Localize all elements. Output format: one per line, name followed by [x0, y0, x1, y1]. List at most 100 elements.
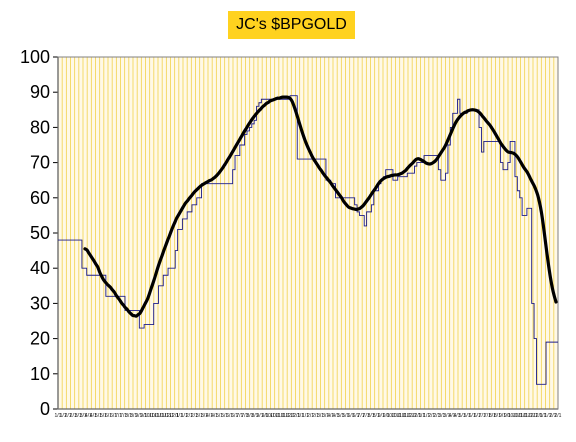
x-tick-label: 11/1 — [397, 413, 407, 419]
x-tick-label: 12/1 — [169, 413, 179, 419]
x-tick-label: 10/1 — [392, 413, 402, 419]
x-tick-label: 5/1 — [342, 413, 349, 419]
y-tick-label: 70 — [30, 153, 50, 173]
x-tick-label: 4/1 — [332, 413, 339, 419]
x-tick-label: 7/1 — [236, 413, 243, 419]
x-tick-label: 10/1 — [270, 413, 280, 419]
x-tick-label: 4/1 — [206, 413, 213, 419]
y-tick-label: 60 — [30, 188, 50, 208]
x-tick-label: 7/1 — [484, 413, 491, 419]
x-tick-label: 1/1 — [544, 413, 551, 419]
x-tick-label: 9/1 — [499, 413, 506, 419]
x-tick-label: 1/1 — [55, 413, 62, 419]
x-tick-label: 10/1 — [265, 413, 275, 419]
x-tick-label: 6/1 — [226, 413, 233, 419]
x-tick-label: 1/1 — [181, 413, 188, 419]
x-tick-label: 10/1 — [513, 413, 523, 419]
x-tick-label: 7/1 — [479, 413, 486, 419]
x-tick-label: 6/1 — [469, 413, 476, 419]
x-tick-label: 2/1 — [186, 413, 193, 419]
x-tick-label: 3/1 — [196, 413, 203, 419]
x-tick-label: 10/1 — [144, 413, 154, 419]
x-tick-label: 6/1 — [105, 413, 112, 419]
x-tick-label: 7/1 — [358, 413, 365, 419]
x-tick-label: 12/1 — [164, 413, 174, 419]
x-tick-label: 8/1 — [494, 413, 501, 419]
x-tick-label: 6/1 — [353, 413, 360, 419]
x-tick-label: 11/1 — [518, 413, 528, 419]
x-tick-label: 6/1 — [110, 413, 117, 419]
x-tick-label: 3/1 — [80, 413, 87, 419]
plot-border — [57, 56, 559, 410]
x-tick-label: 5/1 — [464, 413, 471, 419]
x-tick-label: 12/1 — [528, 413, 538, 419]
x-tick-label: 2/1 — [433, 413, 440, 419]
x-tick-label: 11/1 — [276, 413, 286, 419]
x-tick-label: 8/1 — [368, 413, 375, 419]
x-tick-label: 1/1 — [418, 413, 425, 419]
x-tick-label: 5/1 — [100, 413, 107, 419]
series-line — [58, 95, 558, 385]
x-tick-label: 12/1 — [285, 413, 295, 419]
x-tick-label: 3/1 — [443, 413, 450, 419]
x-tick-label: 4/1 — [211, 413, 218, 419]
x-tick-label: 6/1 — [474, 413, 481, 419]
x-tick-label: 1/1 — [302, 413, 309, 419]
x-tick-label: 11/1 — [281, 413, 291, 419]
x-tick-label: 12/1 — [407, 413, 417, 419]
x-tick-label: 11/1 — [402, 413, 412, 419]
x-tick-label: 9/1 — [257, 413, 264, 419]
y-tick-label: 30 — [30, 293, 50, 313]
series-line — [83, 95, 558, 318]
x-tick-label: 9/1 — [135, 413, 142, 419]
y-tick-label: 40 — [30, 258, 50, 278]
x-tick-label: 8/1 — [246, 413, 253, 419]
x-tick-label: 1/1 — [176, 413, 183, 419]
x-tick-label: 8/1 — [130, 413, 137, 419]
x-tick-label: 12/1 — [533, 413, 543, 419]
x-tick-label: 2/1 — [555, 413, 562, 419]
x-tick-label: 8/1 — [489, 413, 496, 419]
x-tick-label: 5/1 — [221, 413, 228, 419]
x-tick-label: 6/1 — [231, 413, 238, 419]
chart-title: JC's $BPGOLD — [228, 11, 355, 39]
x-tick-label: 2/1 — [65, 413, 72, 419]
x-tick-label: 2/1 — [307, 413, 314, 419]
x-tick-label: 4/1 — [327, 413, 334, 419]
x-tick-label: 9/1 — [378, 413, 385, 419]
x-tick-label: 4/1 — [90, 413, 97, 419]
y-tick-label: 80 — [30, 117, 50, 137]
y-tick-label: 100 — [20, 47, 50, 67]
x-tick-label: 1/1 — [60, 413, 67, 419]
x-tick-label: 2/1 — [191, 413, 198, 419]
x-tick-label: 10/1 — [508, 413, 518, 419]
x-tick-label: 3/1 — [438, 413, 445, 419]
y-tick-label: 10 — [30, 364, 50, 384]
x-tick-label: 3/1 — [317, 413, 324, 419]
x-tick-label: 1/1 — [423, 413, 430, 419]
x-tick-label: 4/1 — [85, 413, 92, 419]
x-tick-label: 5/1 — [337, 413, 344, 419]
x-tick-label: 2/1 — [70, 413, 77, 419]
x-tick-label: 8/1 — [125, 413, 132, 419]
y-tick-label: 0 — [40, 399, 50, 419]
x-tick-label: 10/1 — [149, 413, 159, 419]
x-tick-label: 9/1 — [140, 413, 147, 419]
x-tick-label: 6/1 — [347, 413, 354, 419]
plot-group: 01020304050607080901001/11/12/12/13/13/1… — [20, 47, 562, 419]
x-tick-label: 12/1 — [291, 413, 301, 419]
x-tick-label: 9/1 — [504, 413, 511, 419]
x-tick-label: 10/1 — [386, 413, 396, 419]
x-tick-label: 4/1 — [454, 413, 461, 419]
x-tick-label: 9/1 — [383, 413, 390, 419]
x-tick-label: 11/1 — [154, 413, 164, 419]
x-tick-label: 7/1 — [241, 413, 248, 419]
x-tick-label: 3/1 — [201, 413, 208, 419]
x-tick-label: 9/1 — [262, 413, 269, 419]
x-tick-label: 3/1 — [322, 413, 329, 419]
x-tick-label: 7/1 — [120, 413, 127, 419]
y-tick-label: 50 — [30, 223, 50, 243]
x-tick-label: 2/1 — [312, 413, 319, 419]
